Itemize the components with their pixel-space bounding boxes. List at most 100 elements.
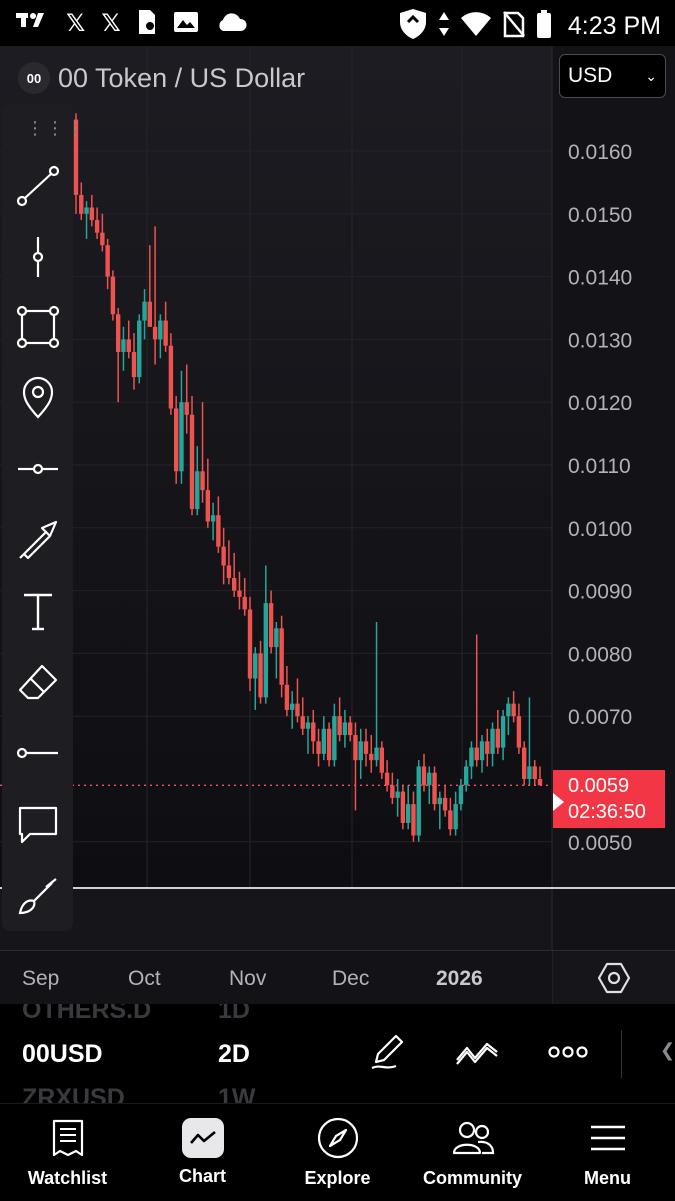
vertical-line-icon[interactable] [14, 233, 62, 281]
y-tick-label: 0.0140 [568, 267, 632, 290]
drag-handle-icon[interactable]: ⋮⋮⋮ [26, 118, 86, 138]
status-bar: 𝕏 𝕏 4:23 PM [0, 0, 675, 46]
comment-icon[interactable] [14, 800, 62, 848]
candle [200, 402, 205, 503]
indicators-icon[interactable] [455, 1030, 499, 1074]
candle [411, 791, 416, 842]
candle [263, 565, 269, 704]
arrow-icon[interactable] [14, 516, 62, 564]
watchlist-row-current[interactable]: 00USD 2D [22, 1040, 250, 1069]
nav-explore[interactable]: Explore [270, 1104, 405, 1201]
candle [363, 728, 369, 767]
candle [110, 270, 116, 321]
candle [369, 735, 374, 773]
candle [173, 395, 179, 484]
shield-icon [398, 8, 428, 45]
candle [115, 308, 121, 403]
hamburger-menu-icon [586, 1116, 630, 1160]
candle [479, 735, 485, 773]
time-axis[interactable] [0, 951, 552, 1004]
symbol-name: 00USD [22, 1040, 103, 1068]
pin-icon[interactable] [14, 374, 62, 422]
horizontal-ray-icon[interactable] [14, 445, 62, 493]
candle [105, 238, 110, 290]
candle [516, 703, 522, 754]
last-price-value: 0.0059 [568, 775, 630, 797]
candle [253, 647, 258, 710]
candle [448, 797, 453, 836]
candle [537, 766, 543, 786]
rectangle-icon[interactable] [14, 303, 62, 351]
image-icon [173, 10, 199, 39]
candle [216, 496, 221, 553]
currency-value: USD [568, 64, 613, 87]
cloud-icon [215, 11, 247, 38]
price-marker-arrow-icon [553, 793, 564, 811]
candle [469, 741, 474, 779]
candle [485, 728, 490, 767]
nav-watchlist[interactable]: Watchlist [0, 1104, 135, 1201]
candle [305, 716, 311, 754]
candle [358, 728, 363, 779]
symbol-header[interactable]: 00 00 Token / US Dollar [18, 62, 305, 94]
y-tick-label: 0.0090 [568, 581, 632, 604]
bar-countdown: 02:36:50 [568, 801, 646, 823]
candle [432, 766, 437, 811]
candle [163, 301, 168, 352]
candle [152, 226, 158, 365]
candle [458, 779, 464, 811]
candle [453, 791, 458, 836]
y-tick-label: 0.0130 [568, 329, 632, 352]
text-icon[interactable] [14, 587, 62, 635]
nav-menu[interactable]: Menu [540, 1104, 675, 1201]
brush-icon[interactable] [14, 871, 62, 919]
candle [532, 760, 537, 786]
watchlist-icon [46, 1116, 90, 1160]
y-axis-ticks: 0.0160 0.0150 0.0140 0.0130 0.0120 0.0110 0.01… [568, 141, 632, 855]
candle [168, 333, 174, 415]
horizontal-line-icon[interactable] [14, 729, 62, 777]
y-tick-label: 0.0160 [568, 141, 632, 164]
candle [374, 622, 379, 767]
nav-label: Menu [584, 1168, 631, 1188]
document-icon [137, 9, 157, 40]
candle [416, 760, 421, 842]
candle [316, 728, 321, 767]
candle [84, 201, 89, 239]
candle [521, 741, 527, 786]
wifi-icon [460, 11, 492, 42]
candle [384, 760, 390, 792]
candle [495, 709, 501, 754]
clock: 4:23 PM [567, 12, 661, 40]
candle [326, 722, 332, 767]
candlestick-chart[interactable]: 0.0160 0.0150 0.0140 0.0130 0.0120 0.0110 0.01… [0, 46, 675, 1004]
y-tick-label: 0.0100 [568, 518, 632, 541]
candle [289, 691, 295, 729]
chevron-left-icon[interactable]: ❮ [660, 1040, 675, 1060]
symbol-picker-strip[interactable]: OTHERS.D 1D 00USD 2D ZRXUSD 1W [0, 1004, 675, 1103]
symbol-title[interactable]: 00 Token / US Dollar [58, 62, 306, 93]
candle [121, 326, 126, 371]
nav-chart[interactable]: Chart [135, 1104, 270, 1201]
timeframe[interactable]: 2D [218, 1040, 250, 1068]
y-tick-label: 0.0080 [568, 643, 632, 666]
compass-icon [316, 1116, 360, 1160]
watchlist-row[interactable]: OTHERS.D 1D [22, 1004, 250, 1025]
trend-line-icon[interactable] [14, 162, 62, 210]
bottom-navigation: Watchlist Chart Explore Community Menu [0, 1103, 675, 1201]
candle [231, 552, 237, 597]
eraser-icon[interactable] [14, 658, 62, 706]
candle [379, 741, 385, 779]
pencil-icon[interactable] [366, 1030, 410, 1074]
currency-dropdown[interactable]: USD ⌄ [559, 54, 666, 98]
candle [332, 703, 337, 767]
more-options-icon[interactable] [546, 1030, 590, 1074]
x-tick-label: 2026 [436, 967, 483, 990]
chart-settings-icon[interactable] [596, 960, 632, 996]
nav-community[interactable]: Community [405, 1104, 540, 1201]
candle [337, 697, 342, 742]
candle [242, 578, 247, 616]
watchlist-row[interactable]: ZRXUSD 1W [22, 1084, 256, 1103]
candle [353, 722, 358, 811]
candle [158, 314, 163, 359]
